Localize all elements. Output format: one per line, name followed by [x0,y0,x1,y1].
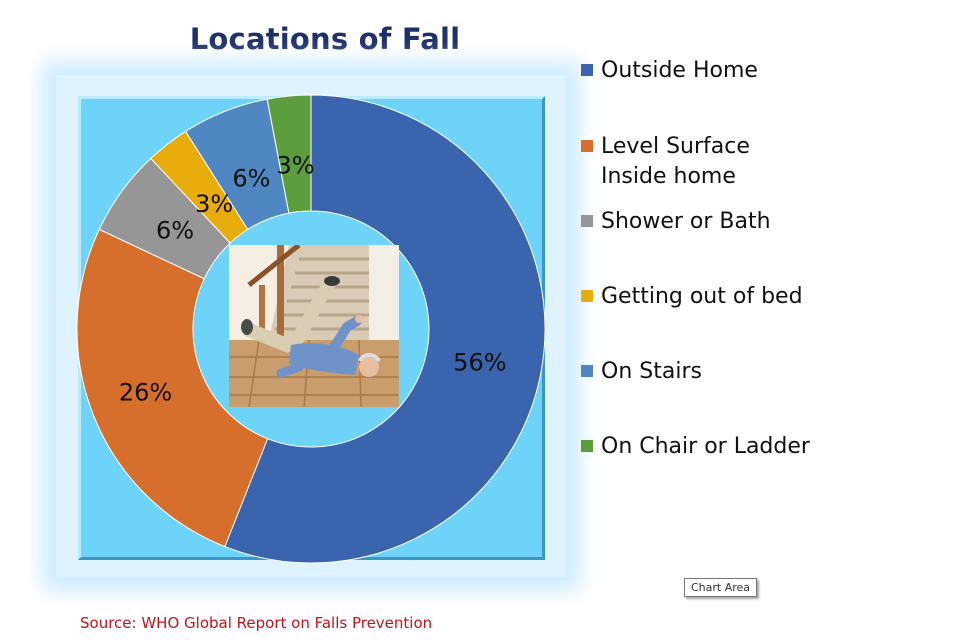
legend-item-outside-home[interactable]: Outside Home [581,56,901,86]
legend-swatch [581,64,593,76]
donut-slice[interactable] [224,94,546,564]
legend-swatch [581,140,593,152]
legend-item-on-stairs[interactable]: On Stairs [581,357,901,387]
legend-item-on-chair-or-ladder[interactable]: On Chair or Ladder [581,432,901,462]
legend-label: On Stairs [601,359,702,384]
legend-swatch [581,365,593,377]
center-photo [229,245,399,407]
donut-slice[interactable] [76,228,269,548]
legend-item-level-surface[interactable]: Level Surface Inside home [581,132,901,192]
legend-swatch [581,440,593,452]
data-label: 3% [277,152,315,180]
legend-label: Outside Home [601,58,758,83]
data-label: 6% [232,164,270,192]
legend-swatch [581,290,593,302]
data-label: 56% [453,348,506,376]
chart-title: Locations of Fall [189,22,461,56]
donut-slice[interactable] [266,94,312,214]
legend-item-shower-or-bath[interactable]: Shower or Bath [581,207,901,237]
legend-label: Level Surface Inside home [601,134,750,189]
data-label: 26% [119,379,172,407]
legend-label: On Chair or Ladder [601,434,810,459]
source-citation: Source: WHO Global Report on Falls Preve… [80,614,433,632]
fallen-man-photo-icon [229,245,399,407]
data-label: 3% [195,190,233,218]
donut-data-labels: 56%26%6%3%6% 3% [119,152,507,407]
data-label: 6% [156,216,194,244]
chart-area-tooltip: Chart Area [684,578,758,597]
legend-swatch [581,215,593,227]
chart-legend: Outside Home Level Surface Inside home S… [581,56,941,476]
legend-label: Getting out of bed [601,284,803,309]
legend-item-getting-out-of-bed[interactable]: Getting out of bed [581,282,901,312]
legend-label: Shower or Bath [601,209,771,234]
donut-slices [76,94,546,564]
